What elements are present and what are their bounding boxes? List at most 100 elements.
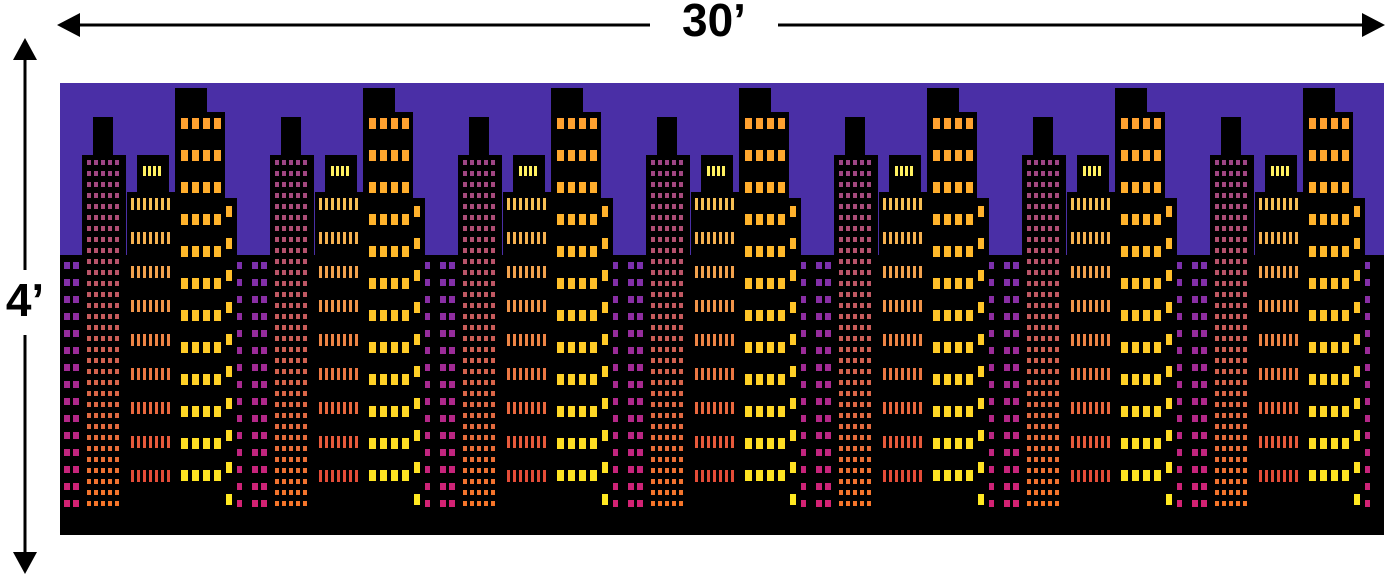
window [296,182,300,187]
window [275,248,279,253]
window [108,292,112,297]
window [289,281,293,286]
window [1192,330,1198,337]
window [296,193,300,198]
window [978,494,984,505]
window [1095,300,1098,312]
window [1041,303,1045,308]
window [440,347,446,354]
window [1071,198,1074,210]
window [1283,436,1286,448]
window [955,406,962,417]
window [672,182,676,187]
window [463,171,467,176]
window [1048,270,1052,275]
window [579,342,586,353]
window [665,501,669,506]
window [477,314,481,319]
window [860,303,864,308]
window [289,402,293,407]
window [470,413,474,418]
window [449,449,455,456]
window [507,470,510,482]
building [691,192,739,515]
window [672,446,676,451]
window [1004,398,1010,405]
window [1027,215,1031,220]
window [651,468,655,473]
window [94,248,98,253]
window [115,171,119,176]
window [1222,358,1226,363]
window [612,466,618,473]
window [303,193,307,198]
window [628,313,634,320]
window [816,279,822,286]
window [1013,364,1019,371]
window [846,468,850,473]
window [1013,279,1019,286]
window [719,470,722,482]
window [296,281,300,286]
window [115,226,119,231]
window [1055,193,1059,198]
window [839,391,843,396]
window [745,246,752,257]
window [665,402,669,407]
window [303,204,307,209]
window [860,490,864,495]
window [402,374,409,385]
window [1236,435,1240,440]
window [289,490,293,495]
window [1295,368,1298,380]
window [1342,246,1349,257]
window [131,436,134,448]
window [319,334,322,346]
window [101,347,105,352]
window [800,296,806,303]
window [380,278,387,289]
window [296,204,300,209]
window [1013,466,1019,473]
window [1041,402,1045,407]
window [1143,342,1150,353]
window [282,270,286,275]
window [1286,166,1289,176]
window [275,193,279,198]
window [913,232,916,244]
window [296,369,300,374]
window [484,501,488,506]
window [713,198,716,210]
window [181,470,188,481]
window [1243,435,1247,440]
window [658,446,662,451]
window [477,413,481,418]
window [800,347,806,354]
window [907,198,910,210]
window [1154,278,1161,289]
window [628,483,634,490]
window [440,415,446,422]
window [1176,483,1182,490]
window [1229,347,1233,352]
window [343,436,346,448]
window [867,369,871,374]
window [933,182,940,193]
window [745,150,752,161]
window [94,501,98,506]
window [679,292,683,297]
window [282,446,286,451]
window [108,270,112,275]
window [355,470,358,482]
window [131,198,134,210]
window [1027,358,1031,363]
window [1027,402,1031,407]
window [424,381,430,388]
window [846,270,850,275]
window [1236,292,1240,297]
window [101,259,105,264]
window [988,296,994,303]
window [1236,424,1240,429]
window [303,380,307,385]
window [1229,204,1233,209]
